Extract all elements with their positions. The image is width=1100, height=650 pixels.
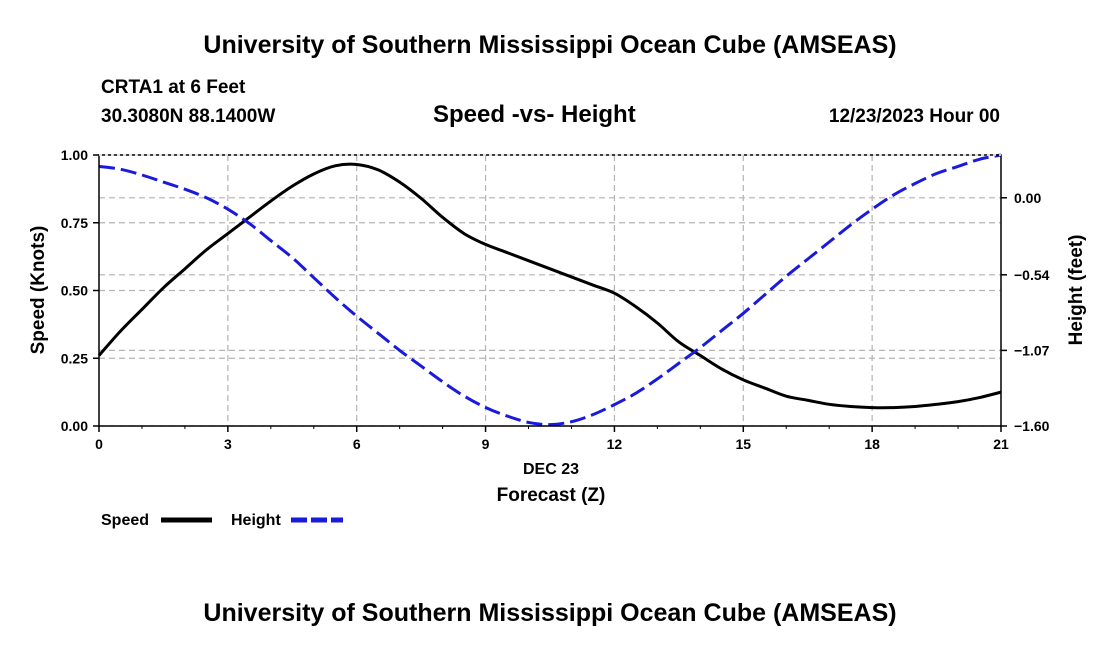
tick-group: 0 3 6 9 12 15 18 21 0.00 0.25 0.50 0.75 1.00 0.00 −0.5… (61, 147, 1050, 452)
x-tick-label: 18 (864, 436, 880, 452)
x-tick-label: 12 (607, 436, 623, 452)
x-tick-label: 6 (353, 436, 361, 452)
x-tick-label: 15 (735, 436, 751, 452)
station-name: CRTA1 at 6 Feet (101, 77, 246, 98)
y-right-tick-label: −1.60 (1014, 418, 1050, 434)
y-axis-label: Speed (Knots) (28, 226, 49, 355)
legend-label-speed: Speed (101, 512, 149, 529)
y-right-tick-label: 0.00 (1014, 190, 1041, 206)
y-tick-label: 0.25 (61, 350, 88, 366)
y-tick-label: 0.00 (61, 418, 88, 434)
y-tick-label: 0.75 (61, 215, 88, 231)
footer-title: University of Southern Mississippi Ocean… (203, 599, 897, 627)
legend: Speed Height (101, 512, 343, 529)
series-group (97, 153, 1002, 427)
chart-title: Speed -vs- Height (433, 101, 636, 128)
x-axis-label: Forecast (Z) (497, 485, 606, 506)
y-right-tick-label: −1.07 (1014, 342, 1050, 358)
legend-label-height: Height (231, 512, 281, 529)
page-title: University of Southern Mississippi Ocean… (203, 31, 897, 59)
series-line-height (98, 153, 1002, 427)
y-right-tick-label: −0.54 (1014, 267, 1050, 283)
y-tick-label: 0.50 (61, 283, 88, 299)
x-axis-date-label: DEC 23 (523, 461, 579, 478)
series-line-speed (97, 162, 1002, 410)
grid-lines (99, 155, 1001, 427)
x-tick-label: 21 (993, 436, 1009, 452)
x-tick-label: 3 (224, 436, 232, 452)
y-tick-label: 1.00 (61, 147, 88, 163)
x-tick-label: 0 (95, 436, 103, 452)
y-axis-right-label: Height (feet) (1066, 235, 1087, 346)
forecast-date: 12/23/2023 Hour 00 (828, 106, 1000, 127)
station-coordinates: 30.3080N 88.1400W (101, 106, 276, 127)
x-tick-label: 9 (482, 436, 490, 452)
